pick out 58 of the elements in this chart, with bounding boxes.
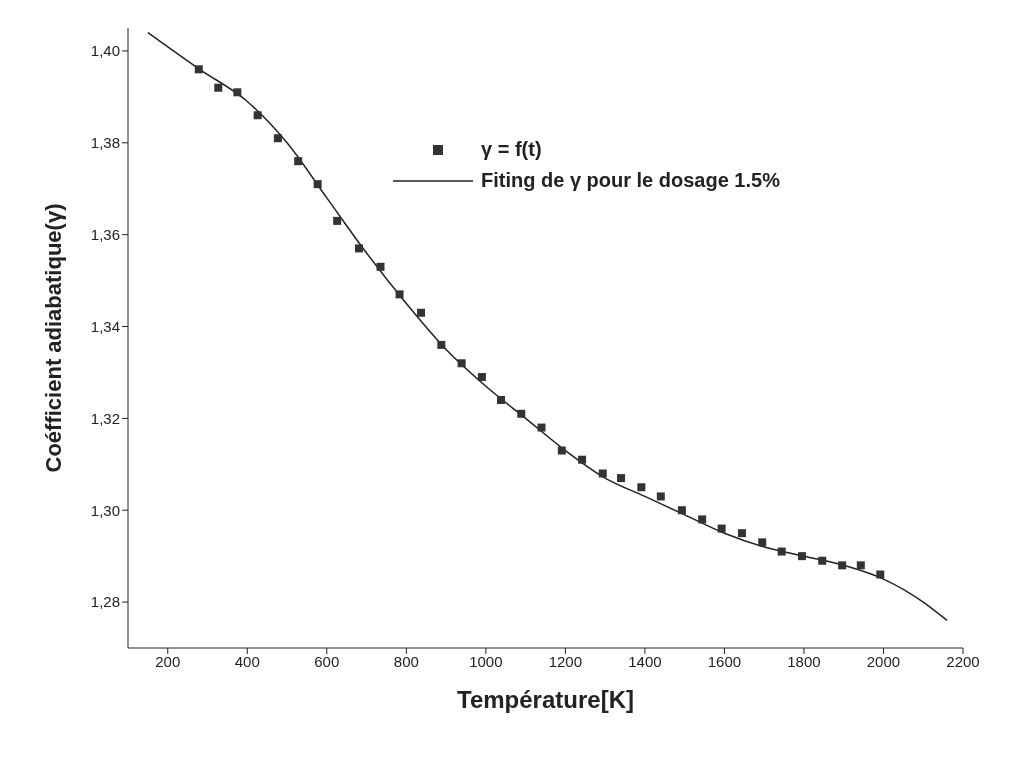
legend-label: γ = f(t) xyxy=(481,138,542,161)
point xyxy=(758,538,767,547)
x-tick-label: 1200 xyxy=(548,652,583,670)
point xyxy=(598,469,607,478)
point xyxy=(818,556,827,565)
point xyxy=(557,446,566,455)
point xyxy=(537,423,546,432)
point xyxy=(313,180,322,189)
point xyxy=(273,134,282,143)
point xyxy=(477,373,486,382)
point xyxy=(797,552,806,561)
point xyxy=(496,396,505,404)
point xyxy=(876,570,885,579)
point xyxy=(457,359,466,368)
point xyxy=(637,483,646,492)
point xyxy=(194,65,203,74)
point xyxy=(698,515,707,524)
point xyxy=(333,216,342,225)
point xyxy=(517,409,526,418)
point xyxy=(395,290,404,299)
point xyxy=(777,547,786,556)
point xyxy=(856,561,865,570)
y-tick-label: 1,32 xyxy=(90,409,120,427)
point xyxy=(656,492,665,501)
point xyxy=(677,506,686,515)
point xyxy=(578,455,587,464)
point xyxy=(253,111,262,120)
y-tick-label: 1,34 xyxy=(90,317,120,335)
y-tick-label: 1,38 xyxy=(90,134,120,152)
y-tick-label: 1,36 xyxy=(90,225,120,243)
y-tick-label: 1,30 xyxy=(90,501,120,519)
y-tick-label: 1,40 xyxy=(90,42,120,60)
point xyxy=(233,88,242,97)
x-tick-label: 1000 xyxy=(469,652,503,670)
x-axis-title: Température[K] xyxy=(457,686,634,713)
x-tick-label: 2200 xyxy=(946,652,980,670)
x-tick-label: 1600 xyxy=(707,652,742,670)
point xyxy=(617,474,626,483)
x-tick-label: 2000 xyxy=(866,652,901,670)
point xyxy=(376,262,385,271)
point xyxy=(838,561,847,570)
line-series xyxy=(147,31,948,622)
x-tick-label: 600 xyxy=(314,652,340,670)
point xyxy=(737,529,746,538)
point xyxy=(717,524,726,533)
legend-label: Fiting de γ pour le dosage 1.5% xyxy=(481,169,780,192)
x-tick-label: 1400 xyxy=(628,652,662,670)
y-axis-title: Coéfficient adiabatique(γ) xyxy=(40,203,66,473)
x-tick-label: 200 xyxy=(155,652,181,670)
x-tick-label: 800 xyxy=(393,652,419,670)
point xyxy=(417,308,426,317)
point xyxy=(437,340,446,349)
point xyxy=(214,83,223,92)
point xyxy=(355,244,364,253)
y-tick-label: 1,28 xyxy=(90,593,120,611)
x-tick-label: 400 xyxy=(234,652,260,670)
point xyxy=(294,157,303,166)
x-tick-label: 1800 xyxy=(787,652,821,670)
